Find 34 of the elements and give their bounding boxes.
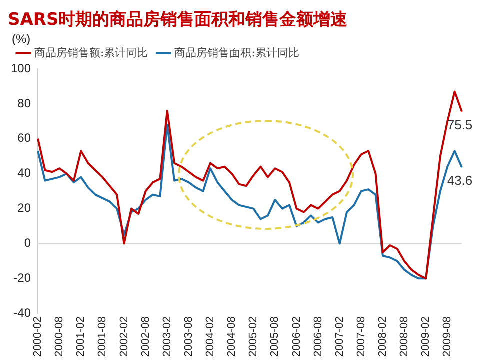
legend-label: 商品房销售面积:累计同比 — [174, 46, 300, 60]
y-tick-label: -20 — [14, 270, 32, 285]
y-tick-label: 60 — [18, 131, 32, 146]
x-tick-label: 2002-02 — [118, 316, 130, 358]
x-tick-label: 2008-02 — [376, 316, 389, 358]
x-tick-label: 2004-08 — [226, 316, 238, 358]
x-tick-label: 2006-08 — [312, 316, 324, 358]
x-tick-label: 2009-08 — [442, 316, 454, 358]
y-axis-title: (%) — [12, 32, 32, 46]
y-tick-label: 0 — [24, 236, 32, 250]
y-tick-label: 80 — [18, 96, 32, 110]
y-tick-label: -40 — [14, 306, 32, 320]
x-tick-label: 2000-08 — [54, 316, 66, 358]
x-tick-label: 2004-02 — [204, 316, 217, 358]
x-tick-label: 2005-02 — [248, 316, 260, 358]
data-label: 75.5 — [447, 117, 473, 132]
x-tick-label: 2008-08 — [398, 316, 411, 358]
x-tick-label: 2000-02 — [32, 316, 44, 358]
x-tick-label: 2001-08 — [96, 316, 109, 358]
legend-label: 商品房销售额:累计同比 — [34, 46, 148, 60]
data-label: 43.6 — [447, 173, 473, 188]
y-tick-label: 100 — [10, 61, 32, 76]
x-tick-label: 2007-02 — [334, 316, 346, 358]
y-tick-label: 20 — [18, 201, 32, 216]
x-tick-label: 2001-02 — [75, 316, 88, 358]
chart-title: SARS时期的商品房销售面积和销售金额增速 — [8, 9, 349, 32]
x-tick-label: 2007-08 — [355, 316, 368, 358]
x-tick-label: 2005-08 — [269, 316, 282, 358]
x-tick-label: 2003-08 — [182, 316, 195, 358]
x-tick-label: 2009-02 — [420, 316, 432, 358]
y-tick-label: 40 — [18, 166, 32, 180]
x-tick-label: 2003-02 — [161, 316, 174, 358]
x-tick-label: 2006-02 — [290, 316, 303, 358]
x-tick-label: 2002-08 — [140, 316, 152, 358]
